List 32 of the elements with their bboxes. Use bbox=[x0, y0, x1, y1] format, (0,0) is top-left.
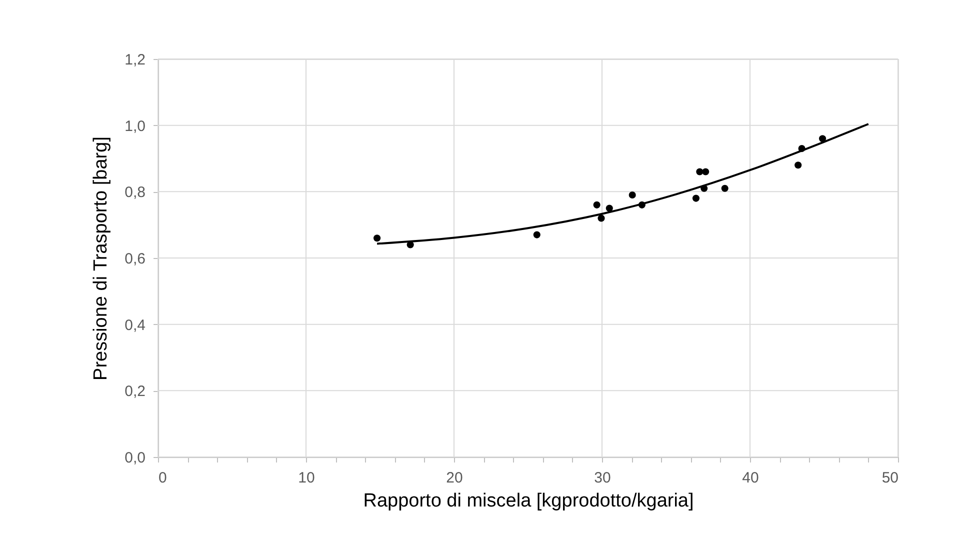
x-tick-label: 50 bbox=[882, 470, 898, 486]
y-tick-label: 0,8 bbox=[124, 184, 146, 202]
point bbox=[794, 162, 802, 169]
point bbox=[798, 145, 806, 152]
point bbox=[533, 231, 540, 238]
x-tick-label: 0 bbox=[158, 470, 167, 486]
x-axis-title: Rapporto di miscela [kgprodotto/kgaria] bbox=[363, 490, 694, 512]
x-tick-label: 30 bbox=[594, 470, 611, 486]
point bbox=[606, 204, 613, 212]
point bbox=[702, 168, 710, 176]
y-axis-title: Pressione di Trasporto [barg] bbox=[90, 136, 112, 380]
point bbox=[721, 184, 728, 192]
point bbox=[818, 135, 826, 142]
point bbox=[628, 191, 636, 199]
x-tick-label: 40 bbox=[742, 470, 759, 486]
y-tick-label: 0,0 bbox=[124, 450, 146, 466]
point bbox=[374, 234, 381, 242]
y-tick-label: 0,6 bbox=[124, 250, 146, 268]
y-tick-label: 1,2 bbox=[124, 52, 146, 68]
x-tick-label: 20 bbox=[446, 470, 463, 486]
point bbox=[638, 201, 646, 208]
y-tick-label: 0,2 bbox=[124, 383, 146, 400]
y-tick-label: 0,4 bbox=[124, 316, 146, 334]
point bbox=[598, 214, 605, 222]
point bbox=[593, 201, 600, 208]
point bbox=[406, 241, 414, 248]
line-series bbox=[376, 123, 870, 245]
x-tick-label: 10 bbox=[298, 470, 315, 486]
point bbox=[700, 184, 708, 192]
y-tick-label: 1,0 bbox=[124, 118, 146, 135]
point bbox=[692, 194, 700, 202]
point bbox=[696, 168, 704, 176]
